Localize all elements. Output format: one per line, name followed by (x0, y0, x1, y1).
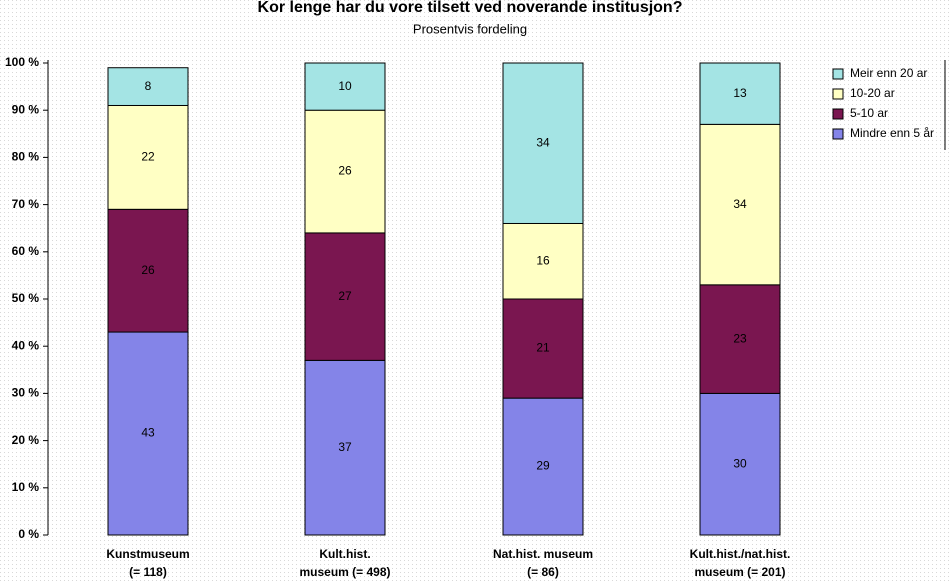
bar-segment (304, 62, 386, 111)
value-label: 16 (536, 253, 550, 267)
y-tick-label: 60 % (12, 244, 40, 258)
value-label: 26 (141, 263, 155, 277)
y-tick-label: 90 % (12, 102, 40, 116)
legend-swatch (832, 108, 844, 120)
legend-label: Mindre enn 5 år (850, 126, 934, 140)
legend-swatch (832, 68, 844, 80)
bar-segment (502, 397, 584, 536)
value-label: 30 (733, 456, 747, 470)
bar-segment (304, 109, 386, 234)
value-label: 8 (145, 79, 152, 93)
y-tick-label: 100 % (5, 55, 39, 69)
chart-subtitle: Prosentvis fordeling (413, 21, 527, 36)
y-tick-label: 50 % (12, 291, 40, 305)
legend-label: 10-20 ar (850, 86, 895, 100)
y-tick-label: 40 % (12, 338, 40, 352)
bar-segment (502, 298, 584, 399)
bar-segment (699, 284, 781, 394)
value-label: 22 (141, 150, 155, 164)
bar-segment (107, 208, 189, 333)
bar-segment (699, 62, 781, 125)
bar-segment (107, 67, 189, 106)
value-label: 27 (338, 289, 352, 303)
value-label: 34 (536, 135, 550, 149)
y-tick-label: 30 % (12, 386, 40, 400)
bar-segment (107, 331, 189, 536)
bar-segment (304, 232, 386, 361)
y-tick-label: 20 % (12, 433, 40, 447)
value-label: 21 (536, 341, 550, 355)
legend-label: 5-10 ar (850, 106, 888, 120)
bar-segment (304, 359, 386, 536)
x-tick-label: Nat.hist. museum (493, 547, 593, 561)
x-tick-label: Kult.hist. (319, 547, 370, 561)
x-tick-label: (= 118) (129, 565, 167, 579)
chart-title: Kor lenge har du vore tilsett ved novera… (258, 0, 683, 16)
bar-segment (502, 62, 584, 224)
bar-segment (107, 104, 189, 210)
legend-swatch (832, 88, 844, 100)
value-label: 29 (536, 459, 550, 473)
y-tick-label: 10 % (12, 480, 40, 494)
y-tick-label: 70 % (12, 197, 40, 211)
x-tick-label: Kult.hist./nat.hist. (690, 547, 791, 561)
value-label: 10 (338, 79, 352, 93)
value-label: 26 (338, 164, 352, 178)
y-tick-label: 0 % (18, 527, 39, 541)
value-label: 23 (733, 331, 747, 345)
value-label: 13 (733, 86, 747, 100)
bar-segment (699, 123, 781, 286)
x-tick-label: museum (= 201) (694, 565, 785, 579)
value-label: 43 (141, 426, 155, 440)
x-tick-label: museum (= 498) (299, 565, 390, 579)
bar-segment (699, 392, 781, 536)
legend-label: Meir enn 20 ar (850, 66, 927, 80)
legend-swatch (832, 128, 844, 140)
x-tick-label: Kunstmuseum (106, 547, 189, 561)
x-tick-label: (= 86) (527, 565, 559, 579)
bar-segment (502, 222, 584, 300)
y-tick-label: 80 % (12, 150, 40, 164)
value-label: 37 (338, 440, 352, 454)
value-label: 34 (733, 197, 747, 211)
